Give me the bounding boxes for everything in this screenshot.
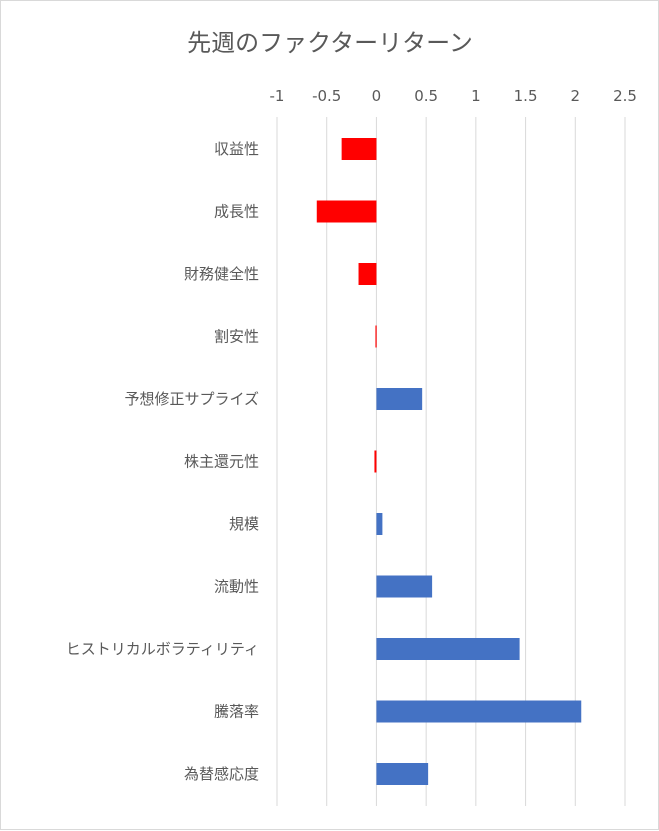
bar [376,763,429,785]
category-label: 騰落率 [214,703,259,721]
bar [376,513,383,535]
x-tick-label: 0 [372,87,382,105]
category-label: 規模 [229,515,259,533]
category-label: 成長性 [214,203,259,221]
chart-title: 先週のファクターリターン [187,29,473,57]
x-tick-label: -0.5 [312,87,341,105]
bar [376,700,582,723]
category-label: 流動性 [214,578,259,596]
category-label: 収益性 [214,140,259,158]
bar [341,138,377,160]
category-label: 予想修正サプライズ [124,390,259,408]
bar [376,638,520,660]
x-tick-label: 1 [471,87,481,105]
bar [376,575,433,598]
category-label: 為替感応度 [184,765,259,783]
bar [358,263,377,285]
bar [316,200,377,223]
x-tick-label: 2 [571,87,581,105]
bar [374,450,377,473]
bar [376,388,423,410]
category-label: 割安性 [214,328,259,346]
category-label: ヒストリカルボラティリティ [66,640,259,658]
x-tick-label: 2.5 [613,87,637,105]
x-tick-label: 0.5 [414,87,438,105]
category-label: 株主還元性 [184,453,259,471]
x-tick-label: -1 [270,87,285,105]
bar [375,325,377,348]
category-label: 財務健全性 [184,265,259,283]
x-tick-label: 1.5 [514,87,538,105]
